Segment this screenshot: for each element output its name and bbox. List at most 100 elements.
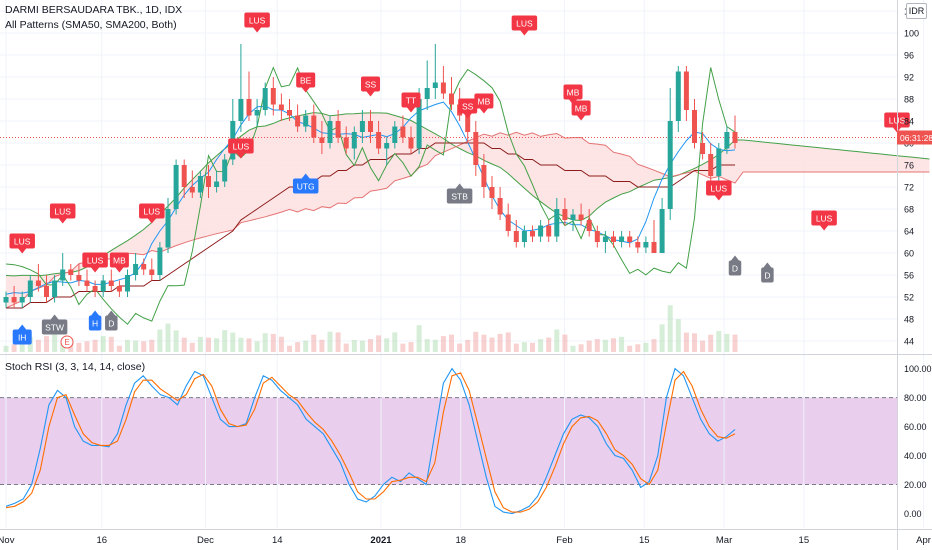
time-tick-label: 16: [96, 535, 107, 546]
pattern-marker-box: [361, 76, 380, 92]
pattern-marker-label: TT: [406, 96, 416, 106]
pattern-marker-arrow: [147, 218, 156, 224]
volume-bar: [368, 339, 373, 352]
volume-bar: [635, 344, 641, 352]
candle-body: [359, 121, 365, 132]
pattern-marker-arrow: [236, 153, 245, 159]
volume-bar: [108, 336, 114, 352]
pattern-marker-arrow: [115, 267, 124, 273]
candle-body: [732, 132, 738, 143]
volume-bar: [416, 325, 422, 352]
pattern-marker-box: [446, 188, 473, 204]
volume-bar: [27, 336, 33, 352]
pattern-marker-label: D: [764, 271, 770, 281]
pattern-marker: D: [105, 310, 118, 331]
candle-body: [440, 82, 446, 94]
volume-bar: [481, 334, 487, 352]
volume-bar: [683, 332, 689, 352]
candle-body: [489, 187, 495, 198]
pattern-marker-label: MB: [113, 256, 126, 266]
volume-bar: [521, 342, 527, 352]
pattern-marker-label: LUS: [54, 207, 71, 217]
candle-body: [52, 280, 58, 297]
pattern-marker-label: MB: [575, 104, 588, 114]
pattern-marker: LUS: [49, 203, 76, 224]
candle-body: [270, 88, 276, 105]
candle-body: [449, 93, 454, 105]
candle-body: [214, 181, 220, 187]
symbol-title: DARMI BERSAUDARA TBK., 1D, IDX: [5, 4, 183, 16]
pattern-marker: TT: [401, 92, 421, 113]
candle-body: [602, 236, 608, 242]
rsi-d-line: [5, 370, 736, 513]
candle-body: [619, 236, 625, 242]
pattern-marker-arrow: [253, 27, 262, 33]
price-tick-label: 72: [904, 183, 914, 193]
time-tick-label: 15: [799, 535, 810, 546]
candlesticks[interactable]: [3, 44, 738, 308]
price-tick-label: 56: [904, 271, 914, 281]
candle-body: [173, 165, 179, 209]
pattern-marker: LUS: [82, 252, 108, 273]
volume-bar: [197, 336, 203, 352]
rsi-tick-label: 100.00: [904, 364, 932, 374]
volume-bar: [181, 337, 187, 352]
volume-bar: [116, 345, 122, 352]
volume-bar: [538, 339, 544, 352]
volume-bar: [424, 339, 430, 352]
price-tick-label: 92: [904, 73, 914, 83]
candle-body: [35, 280, 41, 286]
countdown-label: 06:31:28: [900, 133, 932, 143]
volume-bar: [449, 334, 454, 352]
volume-bar: [489, 337, 495, 352]
pattern-marker-label: UTG: [297, 182, 315, 192]
volume-bar: [44, 336, 49, 352]
candle-body: [133, 264, 139, 275]
pattern-marker-box: [9, 233, 35, 249]
pattern-markers[interactable]: LUS LUS LUS MB LUS LUS BE SS TT SS MB LUS MB MB LUS LUS…: [9, 12, 910, 349]
candle-body: [392, 126, 398, 143]
candle-body: [505, 214, 511, 231]
candle-body: [400, 126, 406, 138]
indicator-title: All Patterns (SMA50, SMA200, Both): [5, 19, 177, 31]
candle-body: [222, 159, 228, 182]
pattern-marker-label: LUS: [711, 184, 728, 194]
candle-body: [262, 88, 268, 110]
pattern-marker-label: MB: [567, 88, 580, 98]
volume-bar: [440, 336, 446, 352]
price-tick-label: 44: [904, 337, 914, 347]
candle-body: [716, 148, 722, 176]
candle-body: [68, 269, 74, 275]
volume-bar: [335, 332, 341, 352]
volume-bar: [35, 339, 41, 352]
volume-bar: [246, 338, 252, 352]
pattern-marker-label: H: [92, 319, 98, 329]
pattern-marker: H: [88, 310, 102, 331]
volume-bar: [465, 339, 471, 352]
pattern-marker-label: SS: [462, 102, 474, 112]
pattern-marker-box: [88, 315, 102, 331]
volume-bar: [76, 342, 82, 352]
volume-bars: [3, 305, 738, 352]
volume-bar: [570, 345, 576, 352]
pattern-marker: SS: [458, 98, 478, 119]
rsi-band: [0, 397, 897, 485]
price-tick-label: 60: [904, 249, 914, 259]
volume-bar: [230, 332, 236, 352]
volume-bar: [19, 342, 25, 352]
volume-bar: [667, 305, 673, 352]
candle-body: [611, 236, 616, 242]
pattern-marker-label: LUS: [816, 214, 833, 224]
candle-body: [465, 115, 471, 132]
candle-body: [11, 297, 17, 303]
pattern-marker-arrow: [301, 173, 310, 179]
candle-body: [546, 225, 552, 237]
candle-body: [343, 137, 349, 149]
candle-body: [570, 214, 576, 220]
candle-body: [521, 231, 527, 242]
volume-bar: [384, 338, 390, 352]
currency-badge[interactable]: IDR: [906, 3, 927, 19]
candle-body: [659, 209, 665, 253]
pattern-marker-box: [811, 210, 837, 226]
